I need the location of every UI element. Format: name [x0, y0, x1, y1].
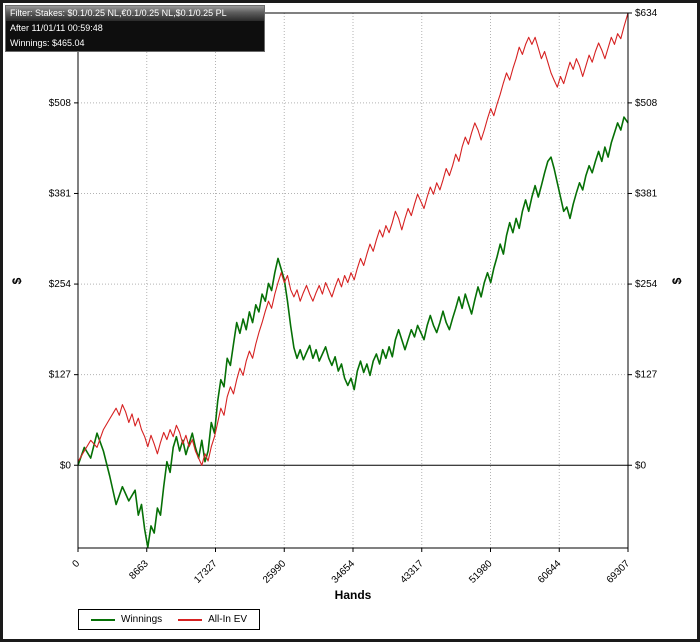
x-tick-label: 69307	[605, 558, 633, 586]
x-tick-label: 51980	[467, 558, 495, 586]
filter-info-box: Filter: Stakes: $0.1/0.25 NL,€0.1/0.25 N…	[5, 5, 265, 53]
y-tick-label-left: $508	[49, 98, 72, 109]
legend-label-winnings: Winnings	[121, 614, 163, 625]
filter-winnings-text: Winnings: $465.04	[10, 38, 85, 49]
x-tick-label: 0	[70, 558, 82, 570]
y-axis-label-left: $	[10, 277, 24, 284]
y-tick-label-left: $0	[60, 460, 72, 471]
y-tick-label-right: $0	[635, 460, 647, 471]
allin-ev-line-swatch	[178, 618, 203, 621]
x-tick-label: 17327	[192, 558, 220, 586]
x-tick-label: 25990	[261, 558, 289, 586]
y-tick-label-right: $634	[635, 8, 658, 19]
allin-ev-line	[77, 12, 629, 466]
x-tick-label: 43317	[398, 558, 426, 586]
winnings-line-swatch	[91, 618, 115, 621]
y-axis-label-right: $	[670, 277, 684, 284]
x-tick-label: 60644	[536, 558, 564, 586]
filter-after-text: After 11/01/11 00:59:48	[10, 23, 103, 34]
legend-item-winnings: Winnings	[91, 614, 162, 625]
winnings-line	[77, 116, 629, 549]
plot-area: $0 $0 $127 $127 $254 $254 $381 $381 $508 $508 $634…	[49, 8, 658, 586]
x-tick-label: 34654	[330, 558, 358, 586]
y-tick-label-right: $508	[635, 98, 658, 109]
legend-item-allin-ev: All-In EV	[178, 614, 247, 625]
y-tick-label-left: $127	[49, 370, 72, 381]
legend-label-allin-ev: All-In EV	[208, 614, 248, 625]
x-axis-title: Hands	[335, 588, 372, 602]
y-tick-label-left: $381	[49, 188, 72, 199]
filter-stakes-text: Filter: Stakes: $0.1/0.25 NL,€0.1/0.25 N…	[6, 6, 264, 22]
x-tick-label: 8663	[127, 558, 151, 582]
y-tick-label-right: $381	[635, 188, 658, 199]
y-tick-label-right: $127	[635, 370, 658, 381]
legend: Winnings All-In EV	[78, 609, 261, 630]
y-tick-label-right: $254	[635, 279, 658, 290]
winnings-chart: $ $ Hands $0 $0 $127 $127 $254 $254 $381 $381 $5…	[10, 8, 684, 602]
y-tick-label-left: $254	[49, 279, 72, 290]
